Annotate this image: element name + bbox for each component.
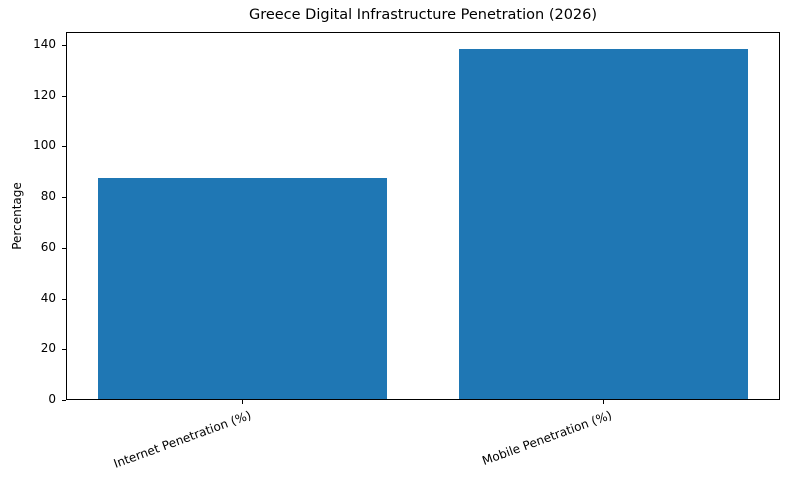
- y-tick-mark: [62, 95, 66, 97]
- y-tick-label: 80: [40, 189, 56, 204]
- bar-internet: [97, 178, 387, 399]
- chart-title: Greece Digital Infrastructure Penetratio…: [248, 7, 598, 23]
- x-tick-label: Mobile Penetration (%): [480, 408, 614, 468]
- y-tick-mark: [62, 349, 66, 351]
- y-tick-mark: [62, 146, 66, 148]
- y-tick-label: 60: [40, 239, 56, 254]
- x-tick-mark: [603, 400, 604, 404]
- y-axis-label: Percentage: [10, 182, 24, 250]
- y-tick-mark: [62, 298, 66, 300]
- x-tick-mark: [242, 400, 243, 404]
- y-tick-mark: [62, 247, 66, 249]
- y-tick-label: 0: [48, 392, 56, 406]
- y-tick-mark: [62, 197, 66, 199]
- plot-area: [66, 32, 780, 400]
- y-tick-label: 140: [33, 37, 56, 51]
- y-tick-mark: [62, 400, 66, 401]
- bar-mobile: [458, 49, 748, 399]
- y-tick-label: 120: [33, 87, 56, 102]
- y-tick-mark: [62, 45, 66, 46]
- y-tick-label: 100: [33, 138, 56, 153]
- y-tick-label: 20: [40, 341, 56, 356]
- y-tick-label: 40: [40, 290, 56, 305]
- x-tick-label: Internet Penetration (%): [111, 408, 253, 471]
